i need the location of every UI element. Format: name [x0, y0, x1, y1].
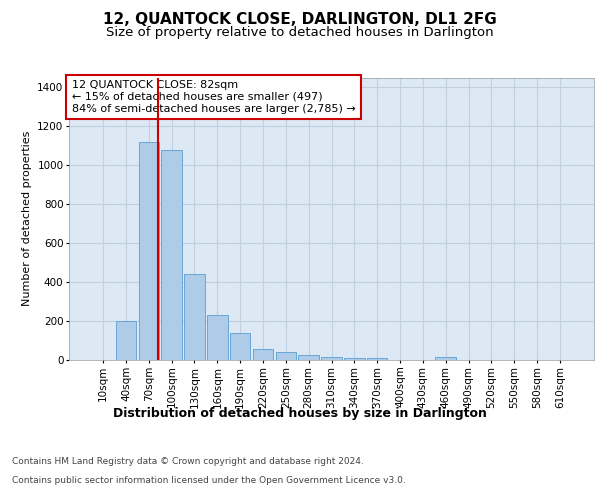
Bar: [298, 355, 319, 360]
Bar: [161, 150, 182, 360]
Text: Contains HM Land Registry data © Crown copyright and database right 2024.: Contains HM Land Registry data © Crown c…: [12, 458, 364, 466]
Bar: [139, 142, 159, 360]
Bar: [184, 274, 205, 360]
Text: Contains public sector information licensed under the Open Government Licence v3: Contains public sector information licen…: [12, 476, 406, 485]
Bar: [275, 352, 296, 360]
Bar: [436, 357, 456, 360]
Bar: [344, 358, 365, 360]
Text: 12 QUANTOCK CLOSE: 82sqm
← 15% of detached houses are smaller (497)
84% of semi-: 12 QUANTOCK CLOSE: 82sqm ← 15% of detach…: [71, 80, 355, 114]
Text: 12, QUANTOCK CLOSE, DARLINGTON, DL1 2FG: 12, QUANTOCK CLOSE, DARLINGTON, DL1 2FG: [103, 12, 497, 28]
Bar: [253, 350, 273, 360]
Text: Size of property relative to detached houses in Darlington: Size of property relative to detached ho…: [106, 26, 494, 39]
Bar: [207, 315, 227, 360]
Bar: [230, 332, 250, 360]
Bar: [321, 357, 342, 360]
Y-axis label: Number of detached properties: Number of detached properties: [22, 131, 32, 306]
Bar: [367, 358, 388, 360]
Bar: [116, 321, 136, 360]
Text: Distribution of detached houses by size in Darlington: Distribution of detached houses by size …: [113, 408, 487, 420]
